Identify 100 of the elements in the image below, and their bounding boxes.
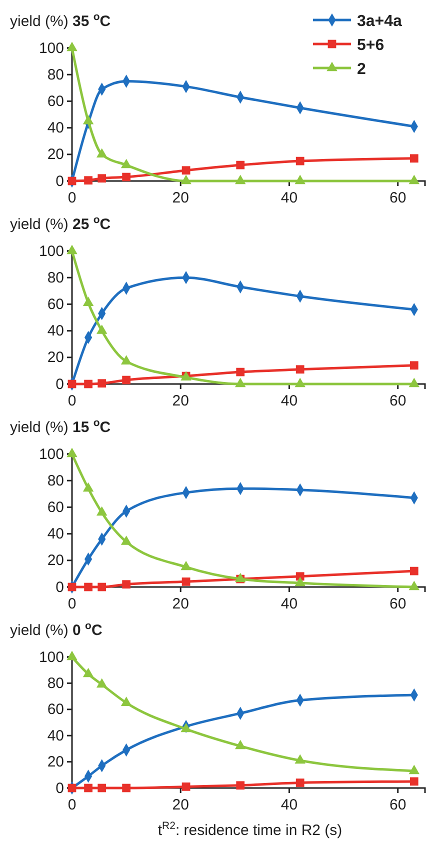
y-tick-label: 0 xyxy=(56,578,64,596)
point xyxy=(408,580,420,590)
point xyxy=(66,650,78,660)
y-axis-title: yield (%) xyxy=(10,216,73,233)
y-tick-label: 80 xyxy=(47,269,64,286)
point xyxy=(122,784,130,792)
x-tick-label: 20 xyxy=(172,190,189,206)
point xyxy=(180,722,192,732)
y-tick-label: 60 xyxy=(47,296,64,313)
point xyxy=(122,376,130,384)
y-axis-title: yield (%) xyxy=(10,13,73,30)
point xyxy=(82,296,94,306)
point xyxy=(98,582,106,592)
point xyxy=(236,368,245,376)
x-tick-label: 40 xyxy=(280,796,298,814)
y-tick-label: 80 xyxy=(47,66,64,84)
point xyxy=(120,696,132,706)
point xyxy=(410,777,418,786)
point xyxy=(408,378,420,388)
point xyxy=(236,781,245,790)
y-tick-label: 40 xyxy=(47,526,64,543)
point xyxy=(96,678,108,688)
point xyxy=(294,576,306,586)
y-tick-label: 0 xyxy=(56,780,64,797)
chart-title: 35 $^{o}$C xyxy=(72,11,111,30)
point xyxy=(296,156,304,166)
point xyxy=(96,506,108,516)
point xyxy=(408,174,420,184)
point xyxy=(236,160,245,170)
point xyxy=(182,782,190,791)
point xyxy=(98,379,106,388)
y-axis-title: yield (%) xyxy=(10,419,73,436)
y-tick-label: 100 xyxy=(38,40,64,57)
y-tick-label: 0 xyxy=(56,172,64,190)
point xyxy=(294,378,306,388)
x-tick-label: 40 xyxy=(280,596,298,612)
point xyxy=(120,536,132,545)
point xyxy=(182,577,190,586)
point xyxy=(82,114,94,124)
chart-title: 15 $^{o}$C xyxy=(72,417,111,436)
y-tick-label: 60 xyxy=(47,93,64,110)
y-tick-label: 20 xyxy=(47,349,64,366)
y-tick-label: 20 xyxy=(47,754,64,771)
point xyxy=(122,172,130,182)
y-tick-label: 0 xyxy=(56,376,64,393)
point xyxy=(84,176,92,185)
x-tick-label: 0 xyxy=(68,392,76,410)
point xyxy=(234,740,246,750)
x-tick-label: 20 xyxy=(172,596,189,612)
point xyxy=(84,784,92,792)
point xyxy=(96,324,108,334)
point xyxy=(234,378,246,388)
point xyxy=(98,174,106,183)
x-tick-label: 60 xyxy=(390,392,406,410)
chart-title: 25 $^{o}$C xyxy=(72,214,111,233)
point xyxy=(410,154,418,163)
y-tick-label: 20 xyxy=(47,552,64,570)
point xyxy=(66,42,78,52)
x-tick-label: 20 xyxy=(172,796,189,814)
y-tick-label: 60 xyxy=(47,701,64,718)
x-axis-title: t$^{R2}$: residence time in R2 (s) xyxy=(158,820,342,839)
point xyxy=(180,174,192,184)
y-axis-title: yield (%) xyxy=(10,622,73,639)
point xyxy=(120,355,132,364)
x-tick-label: 60 xyxy=(390,596,406,612)
point xyxy=(82,482,94,492)
y-tick-label: 60 xyxy=(47,499,64,516)
point xyxy=(180,560,192,570)
y-tick-label: 80 xyxy=(47,675,64,692)
point xyxy=(84,380,92,388)
legend-label: 2 xyxy=(357,61,366,78)
legend-label: 5+6 xyxy=(357,37,384,54)
point xyxy=(182,166,190,175)
point xyxy=(66,448,78,458)
y-tick-label: 100 xyxy=(38,242,64,260)
x-tick-label: 40 xyxy=(280,190,298,206)
point xyxy=(120,158,132,168)
point xyxy=(84,582,92,592)
point xyxy=(96,148,108,158)
x-tick-label: 40 xyxy=(280,392,298,410)
y-tick-label: 40 xyxy=(47,120,64,137)
point xyxy=(410,361,418,370)
point xyxy=(66,244,78,254)
x-tick-label: 60 xyxy=(390,796,406,814)
y-tick-label: 40 xyxy=(47,322,64,340)
point xyxy=(296,778,304,787)
point xyxy=(234,174,246,184)
x-tick-label: 0 xyxy=(68,190,76,206)
y-tick-label: 40 xyxy=(47,727,64,744)
x-tick-label: 60 xyxy=(390,190,406,206)
point xyxy=(122,580,130,589)
point xyxy=(82,668,94,678)
y-tick-label: 80 xyxy=(47,472,64,490)
x-tick-label: 0 xyxy=(68,796,76,814)
point xyxy=(294,174,306,184)
point xyxy=(98,784,106,792)
point xyxy=(410,566,418,576)
y-tick-label: 100 xyxy=(38,446,64,463)
legend-label: 3a+4a xyxy=(357,13,402,30)
y-tick-label: 100 xyxy=(38,648,64,666)
